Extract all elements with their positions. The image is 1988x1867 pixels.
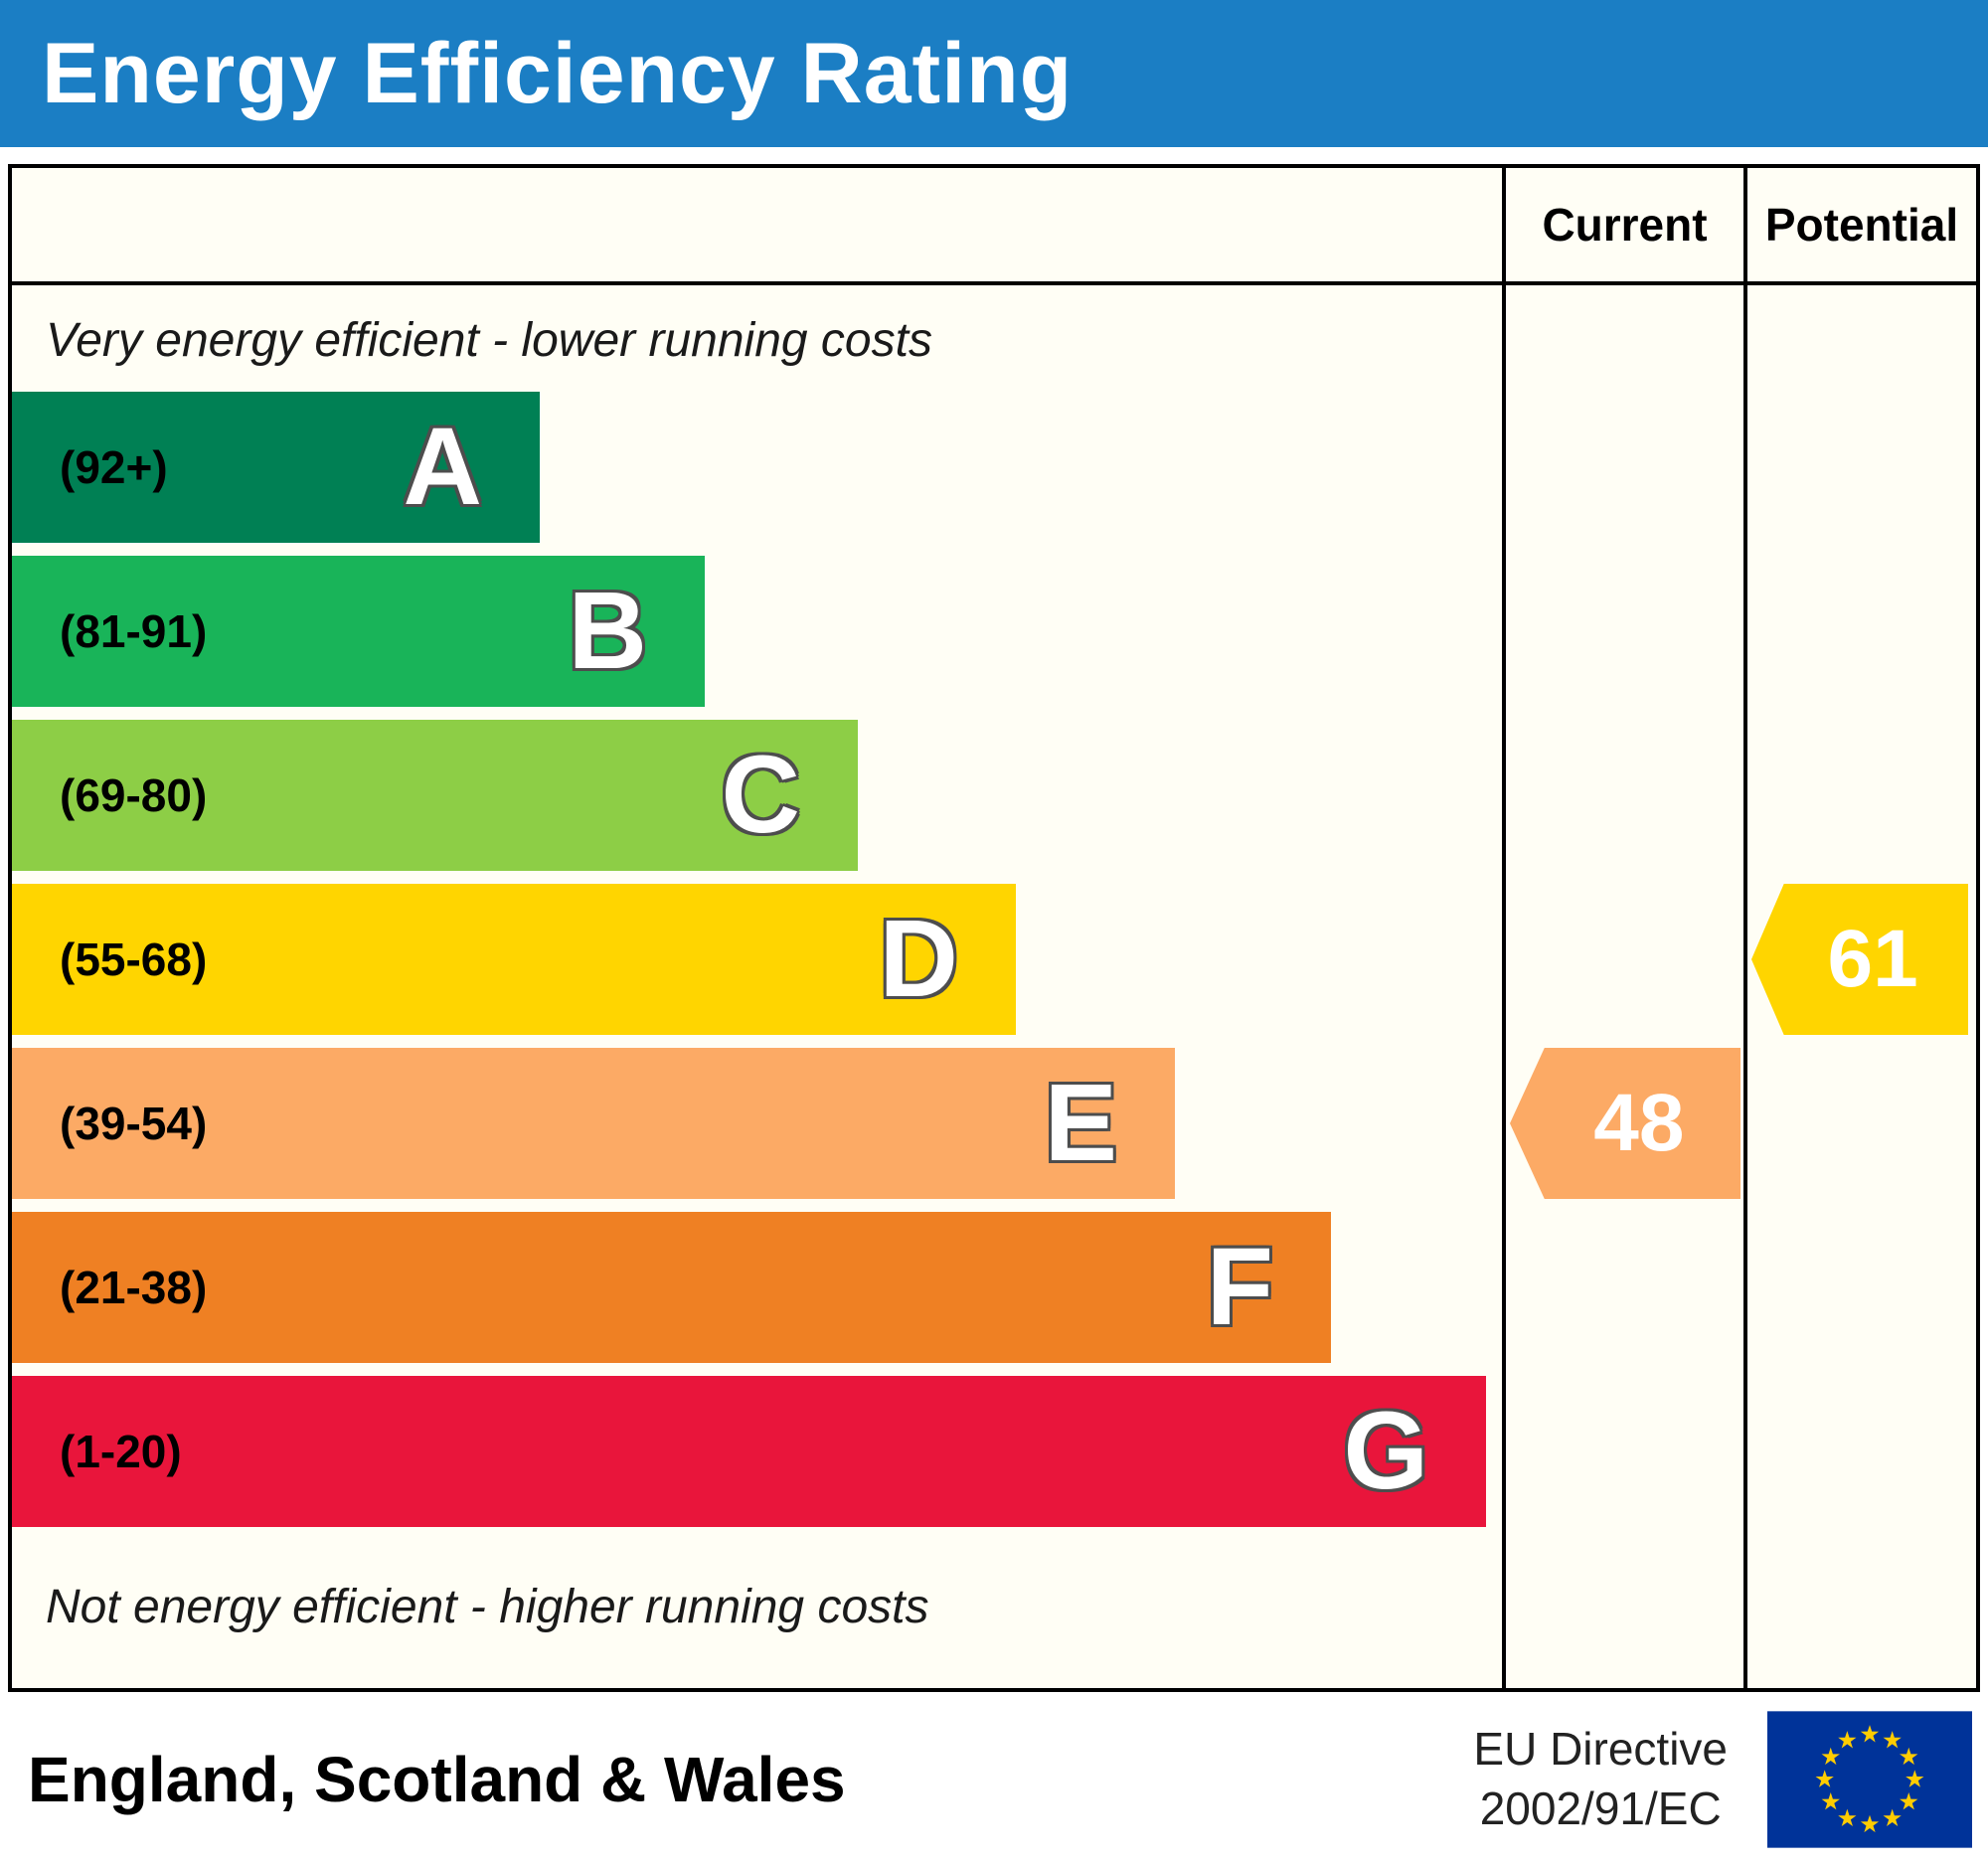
band-f-letter: F	[1206, 1226, 1273, 1348]
eu-directive-label: EU Directive 2002/91/EC	[1473, 1720, 1728, 1839]
band-f-range: (21-38)	[60, 1262, 208, 1313]
band-c-letter: C	[721, 734, 800, 856]
band-c-range: (69-80)	[60, 769, 208, 821]
band-d-letter: D	[879, 898, 958, 1020]
band-b-letter: B	[568, 570, 647, 692]
band-d-range: (55-68)	[60, 934, 208, 985]
current-value: 48	[1593, 1078, 1685, 1168]
band-a-range: (92+)	[60, 441, 168, 493]
column-label-current: Current	[1542, 199, 1708, 251]
page-title: Energy Efficiency Rating	[42, 25, 1074, 121]
column-header-row: Current Potential	[12, 168, 1976, 285]
band-e-letter: E	[1044, 1062, 1117, 1184]
potential-value: 61	[1827, 914, 1918, 1004]
column-label-potential: Potential	[1764, 199, 1959, 251]
band-a: (92+) A	[12, 392, 540, 543]
band-d: (55-68) D	[12, 884, 1016, 1035]
eu-flag-icon	[1767, 1710, 1972, 1849]
eu-directive-line2: 2002/91/EC	[1479, 1782, 1722, 1834]
band-f: (21-38) F	[12, 1212, 1331, 1363]
column-divider-current	[1502, 168, 1506, 1688]
potential-arrow: 61	[1751, 884, 1968, 1035]
band-b-range: (81-91)	[60, 605, 208, 657]
band-a-letter: A	[403, 406, 482, 528]
band-g: (1-20) G	[12, 1376, 1486, 1527]
band-c: (69-80) C	[12, 720, 858, 871]
bottom-note: Not energy efficient - higher running co…	[46, 1581, 929, 1633]
band-e-range: (39-54)	[60, 1098, 208, 1149]
eu-directive-line1: EU Directive	[1473, 1723, 1728, 1776]
band-e: (39-54) E	[12, 1048, 1175, 1199]
band-g-range: (1-20)	[60, 1426, 182, 1477]
column-divider-potential	[1743, 168, 1747, 1688]
chart-box: Current Potential Very energy efficient …	[8, 164, 1980, 1692]
band-b: (81-91) B	[12, 556, 705, 707]
band-g-letter: G	[1343, 1390, 1428, 1512]
top-note: Very energy efficient - lower running co…	[46, 314, 932, 367]
chart-footer: England, Scotland & Wales EU Directive 2…	[0, 1692, 1988, 1867]
region-label: England, Scotland & Wales	[28, 1744, 846, 1815]
chart-header: Energy Efficiency Rating	[0, 0, 1988, 147]
current-arrow: 48	[1510, 1048, 1740, 1199]
